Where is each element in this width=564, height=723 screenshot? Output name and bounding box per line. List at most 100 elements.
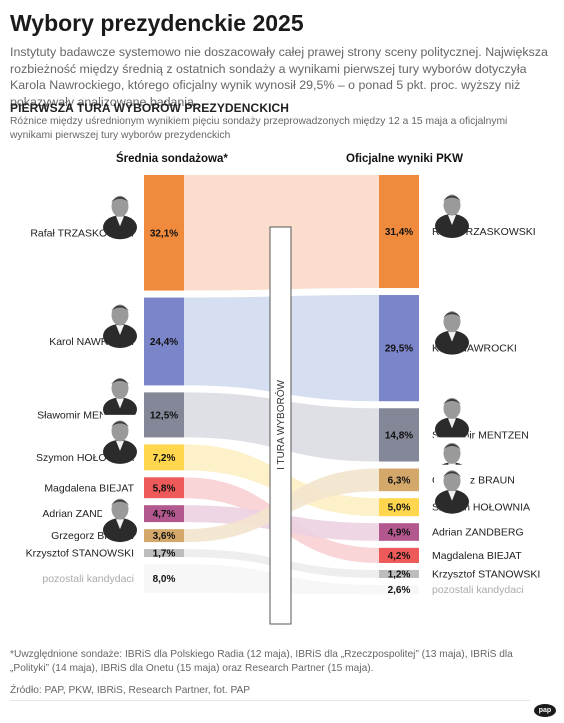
photo-right-holownia-shirt — [448, 490, 456, 501]
photo-right-holownia — [434, 464, 470, 514]
bar-poll-braun — [144, 529, 184, 543]
photo-right-mentzen-face — [443, 397, 461, 419]
value-result-nawrocki: 29,5% — [385, 344, 413, 355]
photo-right-trzaskowski — [434, 189, 470, 239]
photo-left-nawrocki — [102, 298, 138, 348]
bar-poll-mentzen — [144, 392, 184, 438]
photo-left-braun-face — [111, 498, 129, 520]
bar-result-mentzen — [379, 408, 419, 462]
photo-right-nawrocki-suit — [435, 330, 469, 355]
photo-right-mentzen-shirt — [448, 418, 456, 429]
page-title: Wybory prezydenckie 2025 — [10, 10, 304, 36]
bar-poll-nawrocki — [144, 297, 184, 386]
value-poll-biejat: 5,8% — [153, 483, 176, 494]
photo-right-mentzen — [434, 392, 470, 442]
right-column-title: Oficjalne wyniki PKW — [346, 153, 463, 165]
footnote: *Uwzględnione sondaże: IBRiS dla Polskie… — [10, 649, 513, 674]
photo-left-mentzen — [102, 372, 138, 422]
photo-left-trzaskowski-shirt — [116, 216, 124, 227]
photo-left-holownia-shirt — [116, 440, 124, 451]
pap-logo: pap — [534, 704, 556, 717]
photo-right-nawrocki — [434, 305, 470, 355]
photo-right-holownia-face — [443, 470, 461, 492]
bar-poll-zandberg — [144, 505, 184, 523]
photo-left-braun-shirt — [116, 519, 124, 530]
value-result-braun: 6,3% — [388, 475, 411, 486]
bar-result-zandberg — [379, 523, 419, 541]
section-title: PIERWSZA TURA WYBORÓW PREZYDENCKICH — [10, 101, 290, 115]
photo-right-holownia-suit — [435, 489, 469, 514]
bar-result-trzaskowski — [379, 175, 419, 289]
value-poll-trzaskowski: 32,1% — [150, 228, 178, 239]
photo-right-nawrocki-shirt — [448, 331, 456, 342]
bar-poll-biejat — [144, 477, 184, 499]
source-note: Źródło: PAP, PKW, IBRiS, Research Partne… — [10, 685, 251, 696]
bar-poll-holownia — [144, 444, 184, 471]
photo-left-holownia-face — [111, 420, 129, 442]
photo-left-braun-hair — [111, 499, 129, 506]
photo-left-holownia-suit — [103, 439, 137, 464]
photo-left-nawrocki-hair — [111, 305, 129, 311]
photo-left-nawrocki-shirt — [116, 324, 124, 335]
bar-poll-pozostali — [144, 564, 184, 593]
bar-result-braun — [379, 468, 419, 492]
name-right-zandberg: Adrian ZANDBERG — [432, 527, 524, 539]
photo-right-mentzen-hair — [443, 398, 461, 405]
bar-result-biejat — [379, 547, 419, 563]
bar-result-nawrocki — [379, 295, 419, 402]
photo-left-mentzen-shirt — [116, 398, 124, 409]
bar-result-holownia — [379, 498, 419, 517]
photo-right-trzaskowski-shirt — [448, 215, 456, 226]
value-result-mentzen: 14,8% — [385, 430, 413, 441]
value-result-trzaskowski: 31,4% — [385, 227, 413, 238]
section-description: Różnice między uśrednionym wynikiem pięc… — [10, 116, 508, 141]
photo-right-holownia-hair — [443, 471, 461, 477]
value-result-holownia: 5,0% — [388, 503, 411, 514]
bar-result-stanowski — [379, 569, 419, 578]
value-poll-mentzen: 12,5% — [150, 410, 178, 421]
bar-poll-stanowski — [144, 549, 184, 558]
photo-left-holownia — [102, 414, 138, 464]
value-result-zandberg: 4,9% — [388, 528, 411, 539]
photo-left-mentzen-hair — [111, 378, 129, 385]
left-column-title: Średnia sondażowa* — [116, 153, 228, 165]
value-result-stanowski: 1,2% — [388, 569, 411, 580]
value-result-biejat: 4,2% — [388, 551, 411, 562]
photo-left-trzaskowski — [102, 190, 138, 240]
name-left-stanowski: Krzysztof STANOWSKI — [26, 548, 134, 560]
name-left-pozostali: pozostali kandydaci — [42, 573, 134, 585]
center-label: I TURA WYBORÓW — [274, 380, 287, 470]
photo-left-trzaskowski-face — [111, 195, 129, 217]
footer-divider — [10, 700, 530, 701]
photo-left-mentzen-face — [111, 377, 129, 399]
name-right-pozostali: pozostali kandydaci — [432, 584, 524, 596]
photo-left-braun — [102, 493, 138, 543]
photo-left-trzaskowski-hair — [111, 196, 129, 203]
photo-left-trzaskowski-suit — [103, 215, 137, 240]
value-poll-nawrocki: 24,4% — [150, 337, 178, 348]
bar-poll-trzaskowski — [144, 175, 184, 291]
photo-left-braun-suit — [103, 518, 137, 543]
value-poll-pozostali: 8,0% — [153, 574, 176, 585]
value-poll-braun: 3,6% — [153, 531, 176, 542]
photo-right-nawrocki-face — [443, 311, 461, 333]
value-result-pozostali: 2,6% — [388, 585, 411, 596]
value-poll-zandberg: 4,7% — [153, 509, 176, 520]
value-poll-stanowski: 1,7% — [153, 549, 176, 560]
lead-paragraph: Instytuty badawcze systemowo nie doszaco… — [10, 45, 548, 109]
value-poll-holownia: 7,2% — [153, 453, 176, 464]
bar-result-pozostali — [379, 584, 419, 595]
photo-right-trzaskowski-hair — [443, 195, 461, 202]
photo-left-holownia-hair — [111, 421, 129, 427]
photo-right-braun-hair — [443, 443, 461, 450]
name-right-biejat: Magdalena BIEJAT — [432, 550, 522, 562]
center-label-box — [269, 226, 292, 625]
photo-left-nawrocki-face — [111, 304, 129, 326]
name-right-stanowski: Krzysztof STANOWSKI — [432, 568, 540, 580]
photo-right-trzaskowski-face — [443, 194, 461, 216]
photo-right-braun-face — [443, 442, 461, 464]
photo-right-trzaskowski-suit — [435, 214, 469, 239]
photo-right-nawrocki-hair — [443, 312, 461, 318]
